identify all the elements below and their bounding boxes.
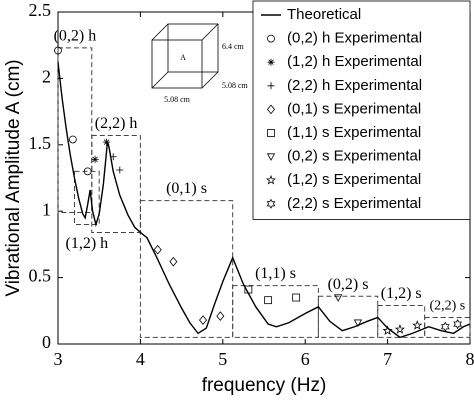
inset-cube — [151, 23, 219, 89]
inset-label: A — [180, 53, 186, 62]
y-tick-label: 2 — [42, 67, 51, 87]
y-tick-label: 1.5 — [29, 133, 52, 153]
region-label: (1,2) s — [381, 285, 422, 302]
region-label: (0,2) h — [54, 28, 97, 45]
region-label: (1,2) h — [66, 235, 109, 252]
region-box — [73, 170, 100, 225]
region-label: (2,2) h — [95, 115, 138, 132]
legend-label: (0,1) s Experimental — [287, 100, 421, 117]
legend-label: (0,2) h Experimental — [287, 30, 422, 47]
marker — [244, 285, 253, 294]
legend-box — [252, 0, 471, 220]
line — [57, 62, 471, 339]
y-tick-label: 2.5 — [29, 0, 52, 20]
marker — [292, 293, 301, 302]
legend-label: Theoretical — [287, 6, 361, 23]
y-tick-label: 0 — [42, 332, 51, 352]
marker — [216, 311, 225, 321]
legend-marker — [266, 198, 276, 209]
region-box — [139, 200, 234, 338]
marker — [103, 138, 111, 146]
region-box — [424, 316, 471, 338]
region-label: (0,1) s — [166, 180, 207, 197]
marker — [153, 244, 162, 255]
legend-marker — [267, 82, 275, 90]
marker — [264, 296, 273, 305]
x-tick-label: 7 — [383, 349, 392, 369]
region-box — [232, 285, 319, 338]
marker — [353, 319, 363, 328]
legend-marker — [265, 174, 277, 185]
y-tick-label: 0.5 — [29, 266, 52, 286]
marker — [382, 325, 393, 336]
marker — [440, 321, 450, 332]
marker — [199, 315, 208, 325]
marker — [412, 320, 423, 330]
legend-marker — [267, 129, 275, 137]
marker — [109, 153, 117, 161]
marker — [169, 256, 178, 267]
legend-label: (0,2) s Experimental — [287, 148, 421, 165]
inset-label: 5.08 cm — [164, 95, 191, 104]
legend-label: (1,1) s Experimental — [287, 124, 421, 141]
x-tick-label: 5 — [218, 349, 227, 369]
region-box — [57, 47, 93, 214]
legend-label: (1,2) s Experimental — [287, 171, 421, 188]
legend-label: (1,2) h Experimental — [287, 53, 422, 70]
region-label: (1,1) s — [255, 265, 296, 282]
x-tick-label: 4 — [136, 349, 145, 369]
marker — [453, 319, 462, 330]
marker — [54, 46, 62, 55]
x-tick-label: 6 — [301, 349, 310, 369]
inset-label: 5.08 cm — [222, 81, 249, 90]
legend-marker — [267, 34, 275, 43]
legend-label: (2,2) h Experimental — [287, 77, 422, 94]
region-box — [91, 135, 141, 233]
legend-label: (2,2) s Experimental — [287, 195, 421, 212]
region-box — [317, 295, 379, 338]
region-label: (0,2) s — [328, 276, 369, 293]
marker — [91, 155, 99, 163]
marker — [116, 166, 124, 174]
y-tick-label: 1 — [42, 199, 51, 219]
x-tick-label: 8 — [466, 349, 474, 369]
legend-marker — [266, 104, 276, 115]
legend-marker — [267, 58, 275, 66]
x-tick-label: 3 — [54, 349, 63, 369]
region-label: (2,2) s — [429, 299, 465, 314]
inset-label: 6.4 cm — [222, 42, 245, 51]
x-axis-label: frequency (Hz) — [202, 375, 327, 396]
marker — [333, 294, 343, 302]
legend-marker — [266, 153, 276, 161]
y-axis-label: Vibrational Amplitude A (cm) — [3, 59, 24, 296]
marker — [394, 324, 406, 334]
marker — [68, 135, 77, 144]
marker — [83, 167, 92, 176]
